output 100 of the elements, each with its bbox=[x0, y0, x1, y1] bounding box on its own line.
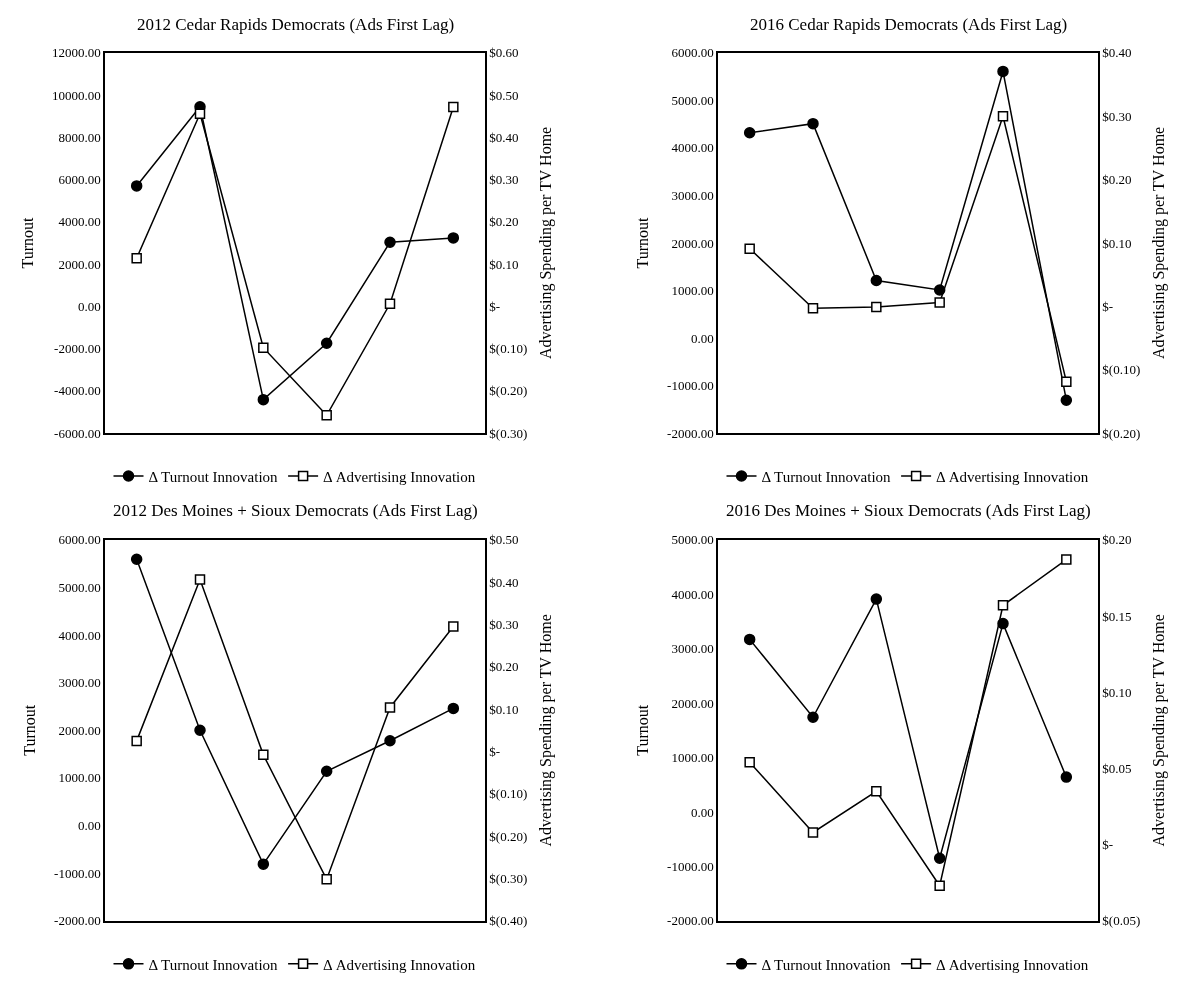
point bbox=[384, 298, 396, 310]
y2-tick-label: $0.10 bbox=[489, 256, 519, 272]
legend-label: Δ Advertising Innovation bbox=[936, 468, 1089, 485]
point bbox=[934, 297, 945, 308]
chart-title: 2012 Cedar Rapids Democrats (Ads First Lag) bbox=[137, 15, 455, 34]
point bbox=[321, 874, 332, 885]
legend-label: Δ Turnout Innovation bbox=[761, 956, 892, 973]
y2-tick-label: $0.30 bbox=[489, 172, 519, 188]
y2-axis-title: Advertising Spending per TV Home bbox=[1150, 614, 1169, 847]
y2-tick-label: $0.15 bbox=[1102, 608, 1132, 624]
y-tick-label: 3000.00 bbox=[58, 675, 101, 691]
point bbox=[131, 252, 142, 264]
point bbox=[447, 232, 460, 244]
y-tick-label: 1000.00 bbox=[58, 770, 101, 786]
y2-tick-label: $0.20 bbox=[489, 214, 519, 230]
y2-tick-label: $0.30 bbox=[1102, 108, 1132, 124]
y-tick-label: 10000.00 bbox=[51, 87, 101, 103]
point bbox=[257, 393, 270, 406]
y-tick-label: 5000.00 bbox=[58, 579, 101, 595]
point bbox=[807, 302, 819, 314]
point bbox=[448, 621, 459, 632]
y2-axis-title: Advertising Spending per TV Home bbox=[537, 614, 556, 847]
y2-axis-title: Advertising Spending per TV Home bbox=[537, 126, 556, 360]
y-tick-label: 3000.00 bbox=[671, 187, 714, 203]
point bbox=[1060, 394, 1073, 406]
point bbox=[258, 342, 269, 353]
point bbox=[194, 724, 206, 737]
point bbox=[194, 574, 206, 585]
point bbox=[997, 65, 1009, 78]
point bbox=[257, 858, 270, 870]
y2-tick-label: $0.05 bbox=[1102, 760, 1132, 776]
point bbox=[933, 852, 946, 864]
y-axis-title: Turnout bbox=[19, 216, 37, 269]
y2-tick-label: $0.10 bbox=[1102, 235, 1132, 251]
y-tick-label: 1000.00 bbox=[671, 283, 714, 299]
y2-tick-label: $0.40 bbox=[489, 129, 519, 145]
point bbox=[871, 786, 882, 797]
y2-tick-label: $0.30 bbox=[489, 617, 519, 632]
point bbox=[997, 111, 1009, 122]
y2-tick-label: $0.10 bbox=[489, 701, 519, 717]
y-tick-label: 0.00 bbox=[77, 818, 101, 834]
y-tick-label: 4000.00 bbox=[58, 627, 101, 643]
point bbox=[130, 180, 143, 192]
y-tick-label: 2000.00 bbox=[671, 235, 714, 251]
y2-tick-label: $(0.20) bbox=[489, 828, 528, 844]
y-axis-title: Turnout bbox=[634, 216, 652, 269]
y2-tick-label: $(0.30) bbox=[489, 425, 528, 441]
y2-tick-label: $0.40 bbox=[489, 574, 519, 590]
y-tick-label: 8000.00 bbox=[58, 129, 101, 145]
legend-label: Δ Advertising Innovation bbox=[323, 468, 476, 485]
y-tick-label: 1000.00 bbox=[671, 750, 714, 766]
point bbox=[743, 126, 756, 139]
legend-label: Δ Turnout Innovation bbox=[148, 468, 279, 485]
point bbox=[384, 702, 396, 713]
y-tick-label: 5000.00 bbox=[671, 532, 714, 548]
y2-tick-label: $- bbox=[489, 744, 501, 760]
y-tick-label: -1000.00 bbox=[667, 858, 714, 874]
point bbox=[320, 337, 333, 349]
point bbox=[448, 101, 459, 113]
y-tick-label: 6000.00 bbox=[58, 172, 101, 188]
point bbox=[744, 757, 755, 768]
y-tick-label: 0.00 bbox=[77, 298, 101, 314]
y-tick-label: 0.00 bbox=[690, 330, 714, 346]
point bbox=[1060, 771, 1073, 783]
point bbox=[447, 702, 460, 715]
y2-tick-label: $(0.20) bbox=[489, 383, 528, 399]
chart-title: 2012 Des Moines + Sioux Democrats (Ads First Lag) bbox=[113, 501, 478, 520]
point bbox=[384, 236, 396, 249]
point bbox=[870, 593, 883, 605]
y2-tick-label: $0.20 bbox=[1102, 172, 1132, 188]
y2-tick-label: $0.50 bbox=[489, 87, 519, 103]
point bbox=[871, 301, 882, 313]
point bbox=[131, 735, 142, 747]
point bbox=[870, 274, 883, 287]
y-tick-label: 2000.00 bbox=[58, 256, 101, 272]
y-tick-label: -1000.00 bbox=[667, 378, 714, 394]
y-tick-label: -2000.00 bbox=[54, 341, 101, 357]
point bbox=[1061, 554, 1072, 565]
y-tick-label: -2000.00 bbox=[667, 425, 714, 441]
y2-tick-label: $(0.10) bbox=[489, 341, 528, 357]
chart-title: 2016 Des Moines + Sioux Democrats (Ads First Lag) bbox=[726, 501, 1091, 520]
y2-tick-label: $(0.10) bbox=[489, 786, 528, 802]
y-tick-label: 2000.00 bbox=[671, 695, 714, 711]
y2-tick-label: $0.40 bbox=[1102, 45, 1132, 61]
y2-tick-label: $- bbox=[1102, 837, 1114, 853]
y2-tick-label: $0.20 bbox=[489, 659, 519, 675]
y-tick-label: 2000.00 bbox=[58, 722, 101, 738]
y2-tick-label: $(0.05) bbox=[1102, 913, 1141, 929]
point bbox=[130, 553, 143, 566]
point bbox=[807, 711, 819, 723]
y-tick-label: 4000.00 bbox=[671, 140, 714, 156]
y2-tick-label: $(0.20) bbox=[1102, 425, 1141, 441]
legend-label: Δ Advertising Innovation bbox=[323, 956, 476, 973]
y2-tick-label: $(0.30) bbox=[489, 871, 528, 887]
y-tick-label: -6000.00 bbox=[54, 425, 101, 441]
point bbox=[807, 827, 819, 838]
point bbox=[997, 617, 1009, 630]
y-tick-label: 12000.00 bbox=[51, 45, 101, 61]
y-tick-label: 6000.00 bbox=[671, 45, 714, 61]
y2-tick-label: $0.60 bbox=[489, 45, 519, 61]
